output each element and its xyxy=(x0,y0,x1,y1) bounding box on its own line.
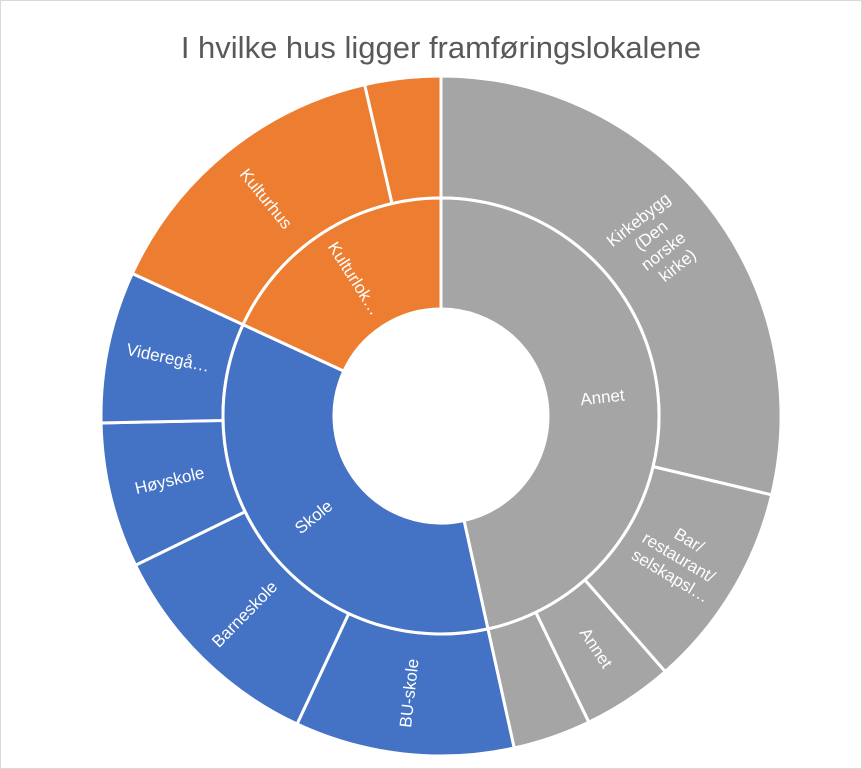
inner-segment xyxy=(221,322,490,636)
inner-segment xyxy=(439,196,661,631)
chart-title: I hvilke hus ligger framføringslokalene xyxy=(181,30,701,65)
segment-label: Annet xyxy=(579,386,625,410)
segment-label: Kirkebygg (Den norske kirke) xyxy=(603,186,715,298)
inner-segment xyxy=(241,196,443,374)
